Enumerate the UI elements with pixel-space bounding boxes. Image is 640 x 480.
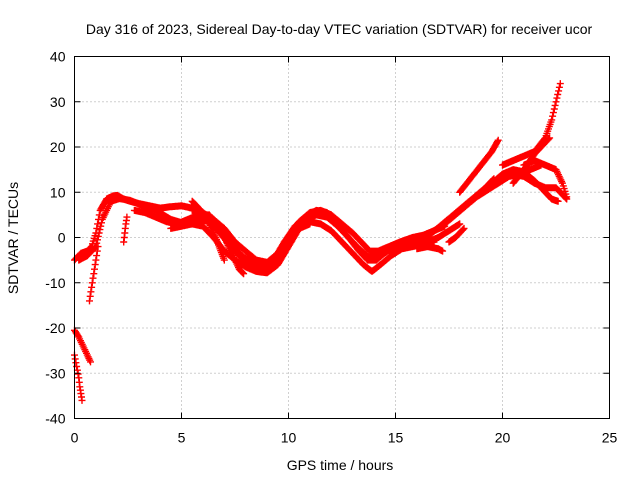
series-track-15 xyxy=(445,224,468,246)
series-track-19 xyxy=(86,243,102,305)
y-tick-label: -30 xyxy=(45,365,65,381)
series-track-14 xyxy=(402,220,464,246)
series-track-18 xyxy=(71,351,86,404)
data-points-track-12 xyxy=(210,215,248,278)
series-track-12 xyxy=(210,215,248,278)
grid xyxy=(74,56,610,419)
x-axis-title: GPS time / hours xyxy=(287,457,394,473)
data-points-track-16 xyxy=(413,243,447,255)
x-tick-label: 0 xyxy=(71,430,79,446)
data-layer xyxy=(71,80,571,404)
data-points-track-18 xyxy=(71,351,86,404)
data-points-track-19 xyxy=(86,243,102,305)
series-track-08 xyxy=(456,136,502,196)
data-points-track-02 xyxy=(75,175,498,275)
series-track-13 xyxy=(188,197,228,264)
data-points-track-13 xyxy=(188,197,228,264)
x-tick-label: 15 xyxy=(388,430,404,446)
y-tick-label: 10 xyxy=(50,184,66,200)
data-points-track-08 xyxy=(456,136,502,196)
data-points-track-20 xyxy=(120,213,131,246)
x-tick-label: 25 xyxy=(602,430,618,446)
y-axis-ticks: -40 -30 -20 -10 0 10 20 30 40 xyxy=(45,49,610,427)
chart-title: Day 316 of 2023, Sidereal Day-to-day VTE… xyxy=(86,21,593,37)
data-points-track-03 xyxy=(167,218,438,277)
y-tick-label: 40 xyxy=(50,49,66,65)
x-tick-label: 5 xyxy=(178,430,186,446)
data-points-track-10 xyxy=(520,157,571,201)
y-tick-label: 30 xyxy=(50,94,66,110)
series-track-03 xyxy=(167,218,438,277)
x-tick-label: 10 xyxy=(281,430,297,446)
y-tick-label: 0 xyxy=(58,230,66,246)
x-tick-label: 20 xyxy=(495,430,511,446)
y-tick-label: -10 xyxy=(45,275,65,291)
data-points-track-14 xyxy=(402,220,464,246)
y-tick-label: -20 xyxy=(45,320,65,336)
data-points-track-15 xyxy=(445,224,468,246)
series-track-02 xyxy=(75,175,498,275)
y-tick-label: -40 xyxy=(45,411,65,427)
series-track-20 xyxy=(120,213,131,246)
y-axis-title: SDTVAR / TECUs xyxy=(5,182,21,294)
y-tick-label: 20 xyxy=(50,139,66,155)
series-track-16 xyxy=(413,243,447,255)
x-axis-ticks: 0 5 10 15 20 25 xyxy=(71,56,618,446)
series-track-10 xyxy=(520,157,571,201)
